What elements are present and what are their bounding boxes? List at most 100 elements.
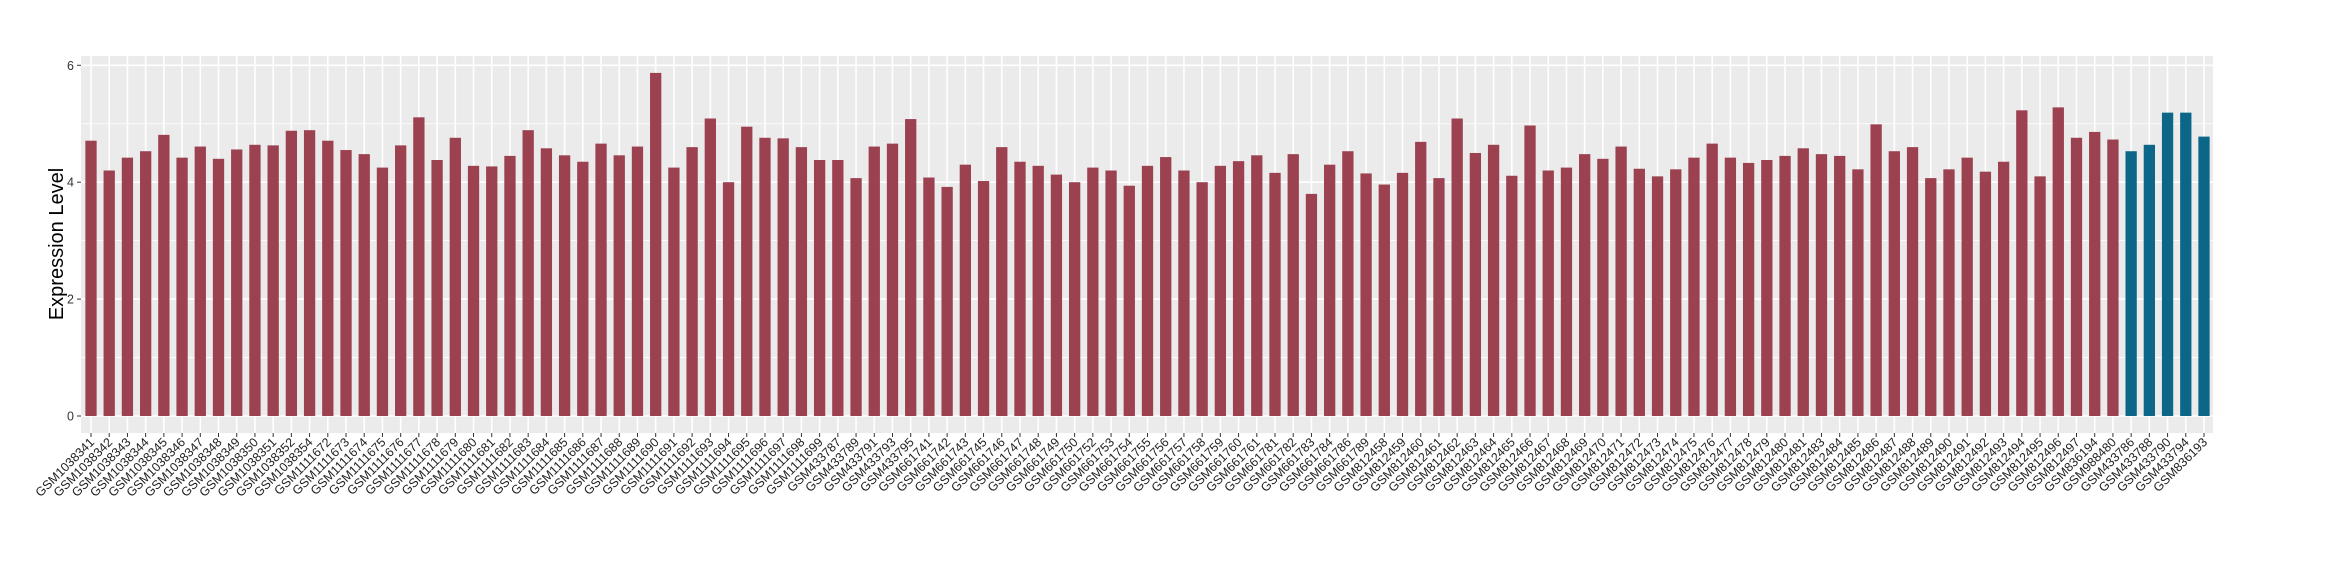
bar-GSM1111694 [722,182,735,416]
bar-GSM836194 [2089,131,2101,417]
bar-GSM1038344 [139,151,152,416]
bar-GSM1111695 [741,126,753,417]
bar-GSM661755 [1141,165,1154,416]
bar-GSM812465 [1506,175,1518,416]
bar-GSM812492 [1979,171,1992,416]
bar-GSM812493 [1997,161,2010,416]
bar-GSM661756 [1160,157,1172,416]
y-tick-label: 4 [67,176,74,190]
bar-GSM1111672 [322,140,334,416]
y-tick-label: 2 [67,293,74,307]
bar-GSM812494 [2016,110,2028,416]
bar-GSM661760 [1232,161,1245,416]
bar-GSM812496 [2052,107,2064,416]
bar-GSM661757 [1178,170,1190,416]
bar-GSM661742 [941,186,953,416]
bar-GSM812475 [1688,157,1700,416]
bar-GSM812472 [1633,168,1645,416]
bar-GSM988480 [2107,139,2119,416]
bar-GSM812485 [1852,169,1864,416]
bar-GSM1111690 [650,72,662,416]
bar-GSM1111689 [631,146,644,416]
bar-GSM812459 [1396,172,1409,416]
bar-GSM1038349 [231,149,243,416]
bar-GSM812471 [1615,146,1627,416]
bar-GSM812497 [2070,137,2083,416]
bar-GSM812476 [1706,143,1718,417]
bar-GSM1038346 [176,157,188,416]
bar-GSM1111686 [577,161,589,416]
bar-GSM661754 [1123,185,1135,416]
bar-GSM1111692 [686,147,698,416]
bar-GSM812462 [1451,118,1463,416]
bar-GSM812461 [1433,178,1445,416]
bar-GSM812495 [2034,176,2046,416]
bar-GSM812491 [1961,157,1973,416]
bar-GSM1111685 [558,155,571,417]
bar-GSM812488 [1906,147,1919,416]
bar-GSM1111676 [395,145,407,416]
y-axis-title: Expression Level [46,168,68,320]
bar-GSM1111696 [759,137,771,416]
bar-GSM812480 [1779,155,1791,416]
bar-GSM1038348 [212,158,225,416]
bar-GSM1111691 [668,167,680,416]
bar-GSM1038351 [267,145,279,416]
bar-GSM1111697 [777,138,789,417]
bar-GSM661789 [1360,173,1372,416]
bar-GSM661743 [959,164,971,416]
bar-GSM1111674 [358,154,370,417]
bar-GSM812486 [1870,124,1882,416]
bar-GSM661784 [1324,164,1336,416]
bar-GSM661786 [1342,151,1354,416]
bars [85,72,2210,417]
bar-GSM1111684 [540,148,553,416]
bar-GSM812469 [1579,154,1591,417]
bar-GSM812490 [1943,169,1955,416]
bar-GSM812489 [1925,178,1937,416]
bar-GSM661761 [1251,155,1263,417]
bar-GSM661750 [1068,182,1081,416]
x-axis: GSM1038341GSM1038342GSM1038343GSM1038344… [33,433,2210,500]
y-tick-label: 6 [67,59,74,73]
bar-GSM433789 [850,178,862,416]
bar-GSM1111678 [431,159,443,416]
bar-GSM812468 [1560,167,1573,416]
bar-GSM812464 [1487,144,1500,417]
bar-GSM812460 [1415,141,1427,416]
bar-GSM1111681 [486,166,498,416]
bar-GSM661746 [996,147,1008,416]
bar-GSM433791 [868,146,880,416]
bar-GSM433795 [905,119,917,416]
bar-GSM433786 [2125,151,2137,416]
bar-GSM1111687 [595,143,607,417]
bar-GSM812477 [1724,157,1737,416]
bar-GSM661781 [1269,172,1281,416]
bar-GSM812483 [1815,154,1828,417]
bar-GSM1038341 [85,140,97,416]
bar-GSM812467 [1542,170,1554,416]
bar-GSM1038350 [249,144,261,417]
bar-GSM661759 [1214,165,1227,416]
y-tick-label: 0 [67,410,74,424]
bar-GSM812484 [1834,155,1846,416]
bar-GSM1111682 [504,155,516,416]
bar-GSM433788 [2143,144,2156,417]
bar-GSM661758 [1196,182,1208,416]
bar-GSM661747 [1014,161,1026,416]
bar-GSM812473 [1651,176,1664,416]
bar-GSM1038354 [303,130,316,416]
bar-GSM1038352 [285,130,298,416]
bar-GSM1111675 [376,167,389,416]
bar-GSM1038342 [103,170,115,416]
bar-GSM1038343 [121,157,134,416]
bar-GSM661745 [977,181,990,416]
bar-GSM433793 [886,143,899,417]
bar-GSM1038347 [194,146,206,416]
bar-GSM1111677 [413,117,425,417]
bar-GSM433787 [832,159,844,416]
bar-GSM1111679 [449,137,461,416]
bar-GSM1111680 [467,165,480,416]
bar-GSM661783 [1305,193,1318,416]
